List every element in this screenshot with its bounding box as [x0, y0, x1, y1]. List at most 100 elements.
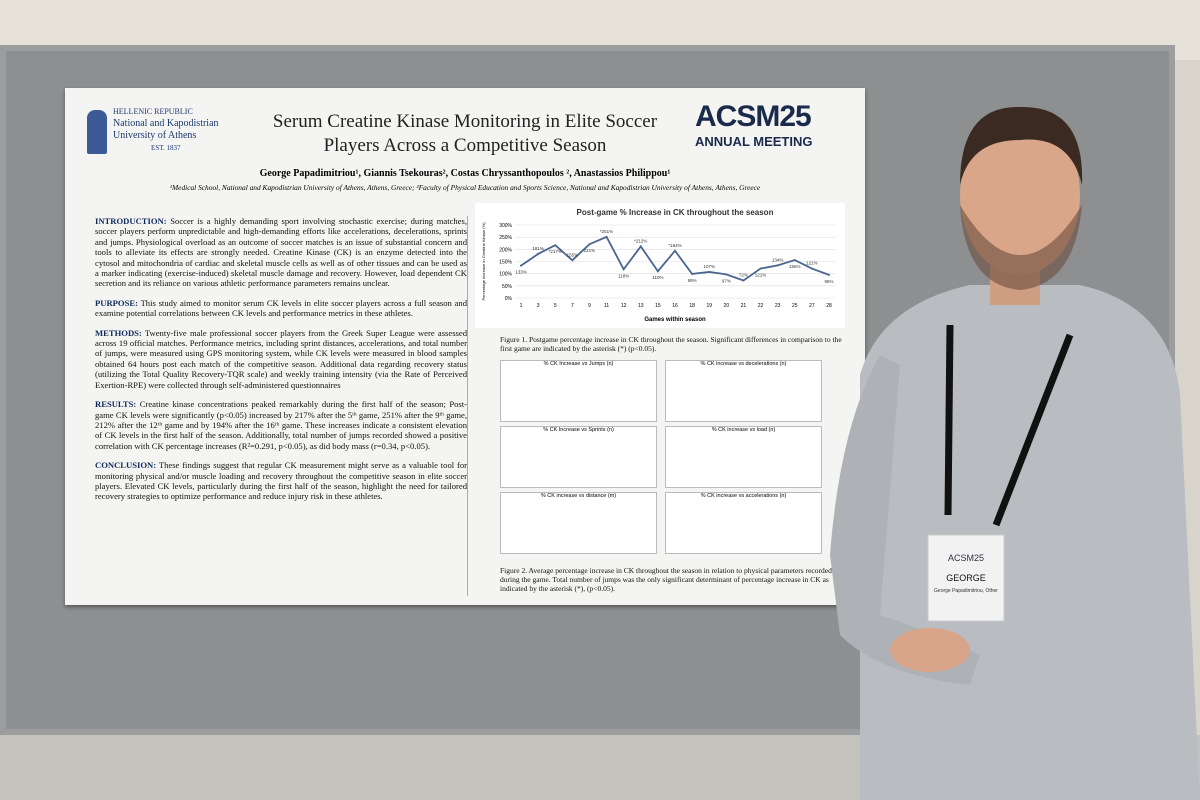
- x-tick-label: 15: [655, 303, 661, 309]
- x-tick-label: 25: [792, 303, 798, 309]
- text-column: INTRODUCTION: Soccer is a highly demandi…: [95, 216, 467, 511]
- data-label: 97%: [722, 278, 731, 283]
- section-heading: METHODS:: [95, 327, 142, 338]
- data-point: [793, 259, 796, 262]
- data-point: [537, 252, 540, 255]
- data-point: [588, 243, 591, 246]
- poster-title: Serum Creatine Kinase Monitoring in Elit…: [272, 111, 658, 132]
- chart-title: Post-game % Increase in CK throughout th…: [577, 208, 774, 217]
- x-tick-label: 16: [672, 303, 678, 309]
- scatter-title: % CK increase vs decelerations (n): [700, 361, 787, 367]
- section-text: Twenty-five male professional soccer pla…: [95, 327, 467, 390]
- x-tick-label: 12: [621, 303, 627, 309]
- figure-caption: Figure 1. Postgame percentage increase i…: [500, 335, 842, 353]
- data-label: 110%: [652, 275, 663, 280]
- section: METHODS: Twenty-five male professional s…: [95, 328, 467, 390]
- scatter-title: % CK increase vs accelerations (n): [700, 493, 787, 499]
- badge: [927, 534, 1005, 622]
- section-text: Creatine kinase concentrations peaked re…: [95, 399, 468, 451]
- data-point: [691, 272, 694, 275]
- data-label: 133%: [515, 270, 527, 275]
- scatter-panel: % CK Increase vs Jumps (n): [500, 360, 657, 422]
- x-tick-label: 7: [571, 303, 574, 309]
- section-heading: PURPOSE:: [95, 297, 138, 308]
- badge-detail: George Papadimitriou, Other: [934, 588, 998, 594]
- figure-caption: Figure 2. Average percentage increase in…: [500, 566, 832, 593]
- section: CONCLUSION: These findings suggest that …: [95, 460, 467, 502]
- poster-title: Players Across a Competitive Season: [323, 135, 607, 156]
- data-point: [828, 273, 830, 276]
- data-point: [742, 279, 745, 282]
- data-label: 72%: [739, 272, 748, 277]
- section: RESULTS: Creatine kinase concentrations …: [95, 399, 467, 451]
- y-tick-label: 150%: [499, 260, 512, 266]
- university-line: National and Kapodistrian: [113, 118, 219, 129]
- y-tick-label: 250%: [499, 235, 512, 241]
- x-tick-label: 1: [520, 303, 523, 309]
- x-tick-label: 13: [638, 303, 644, 309]
- data-label: 155%: [567, 252, 579, 257]
- x-tick-label: 5: [554, 303, 557, 309]
- x-axis-label: Games within season: [644, 317, 706, 323]
- x-tick-label: 19: [706, 303, 712, 309]
- divider: [467, 216, 468, 596]
- section-text: These findings suggest that regular CK m…: [95, 460, 467, 502]
- data-point: [520, 264, 522, 267]
- section-text: This study aimed to monitor serum CK lev…: [95, 297, 467, 319]
- scatter-panel: % CK increase vs load (n): [665, 426, 822, 488]
- x-tick-label: 20: [724, 303, 730, 309]
- data-label: 118%: [618, 273, 629, 278]
- y-tick-label: 300%: [499, 223, 512, 229]
- data-label: 107%: [703, 264, 715, 269]
- data-point: [810, 267, 813, 270]
- data-label: 121%: [806, 261, 818, 266]
- scatter-panel: % CK increase vs decelerations (n): [665, 360, 822, 422]
- y-tick-label: 100%: [499, 272, 512, 278]
- data-label: *251%: [600, 229, 613, 234]
- data-point: [656, 270, 659, 273]
- data-point: [759, 267, 762, 270]
- scatter-title: % CK Increase vs Jumps (n): [543, 361, 614, 367]
- scatter-panel: % CK increase vs accelerations (n): [665, 492, 822, 554]
- data-label: *212%: [634, 238, 647, 243]
- affiliations: ¹Medical School, National and Kapodistri…: [169, 183, 761, 192]
- x-tick-label: 21: [741, 303, 747, 309]
- y-tick-label: 0%: [505, 296, 513, 302]
- data-label: *194%: [668, 243, 681, 248]
- authors: George Papadimitriou¹, Giannis Tsekouras…: [259, 168, 671, 179]
- data-label: 156%: [789, 264, 801, 269]
- badge-name: GEORGE: [946, 573, 986, 583]
- x-tick-label: 18: [689, 303, 695, 309]
- y-axis-label: Percentage Increase in Creatine Kinase (…: [481, 222, 486, 301]
- arm: [830, 355, 980, 685]
- data-point: [605, 235, 608, 238]
- line-chart: Post-game % Increase in CK throughout th…: [475, 203, 845, 328]
- x-tick-label: 9: [588, 303, 591, 309]
- face: [960, 115, 1080, 275]
- shirt: [860, 285, 1200, 800]
- conference-sub: ANNUAL MEETING: [695, 134, 813, 149]
- data-label: 181%: [532, 246, 544, 251]
- x-tick-label: 27: [809, 303, 815, 309]
- university-logo: [87, 110, 107, 154]
- section-text: Soccer is a highly demanding sport invol…: [95, 216, 467, 289]
- x-tick-label: 11: [604, 303, 609, 309]
- university-line: University of Athens: [113, 130, 197, 141]
- data-point: [622, 268, 625, 271]
- data-label: 134%: [772, 257, 784, 262]
- scatter-panel: % CK increase vs distance (m): [500, 492, 657, 554]
- section: PURPOSE: This study aimed to monitor ser…: [95, 298, 467, 319]
- poster: HELLENIC REPUBLIC National and Kapodistr…: [65, 88, 865, 605]
- data-point: [571, 259, 574, 262]
- scatter-title: % CK increase vs distance (m): [540, 493, 617, 499]
- x-tick-label: 3: [537, 303, 540, 309]
- university-line: EST. 1837: [151, 144, 181, 152]
- data-point: [554, 244, 557, 247]
- y-tick-label: 200%: [499, 247, 512, 253]
- section-heading: RESULTS:: [95, 399, 137, 410]
- conference-name: ACSM25: [695, 100, 812, 133]
- data-label: 95%: [824, 279, 833, 284]
- scatter-panel: % CK Increase vs Sprints (n): [500, 426, 657, 488]
- x-tick-label: 22: [758, 303, 764, 309]
